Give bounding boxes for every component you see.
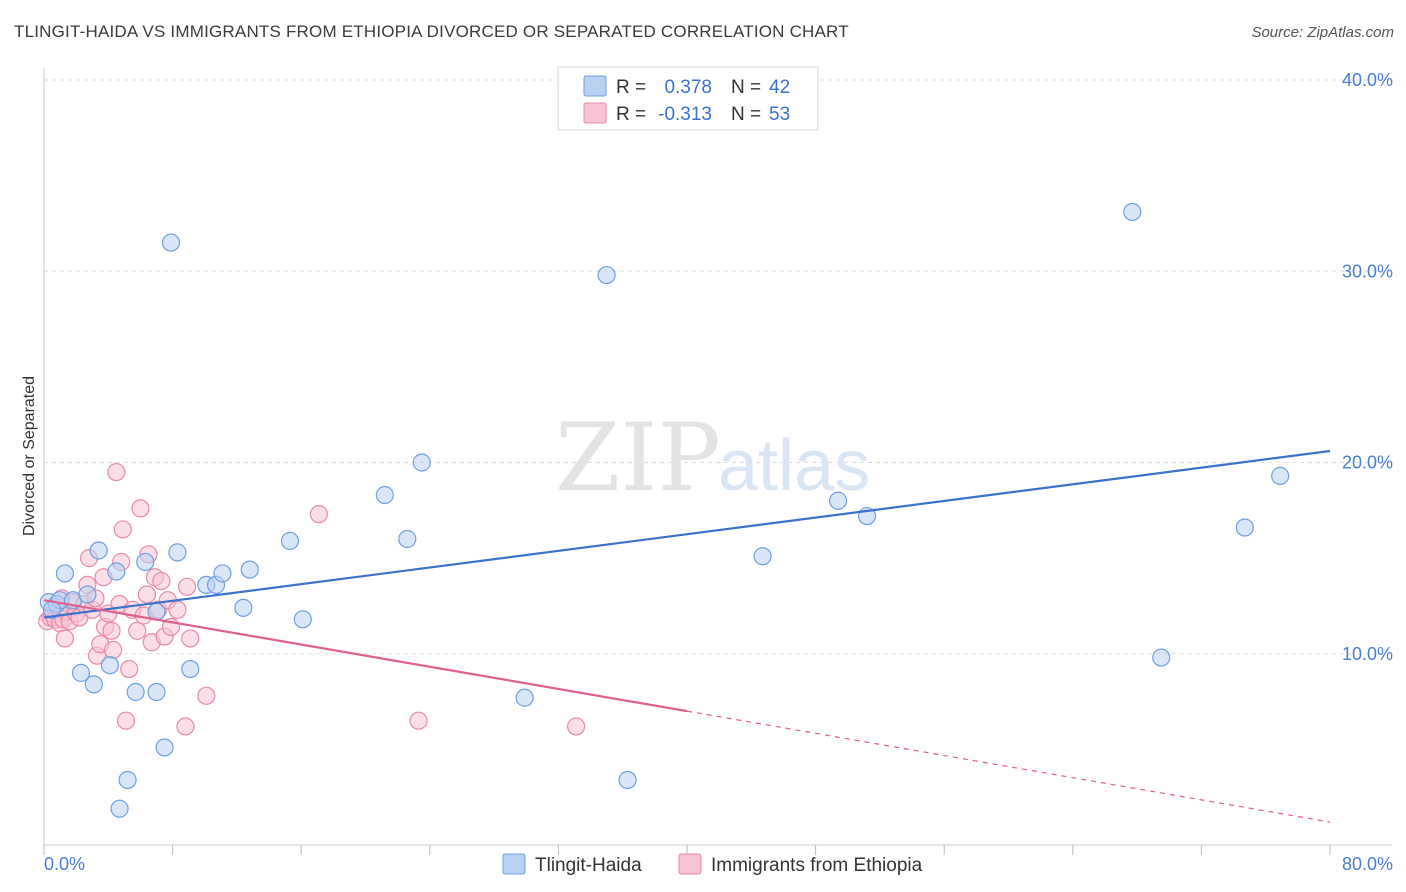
ethiopia-point-33 (128, 621, 147, 640)
series-legend: Tlingit-Haida Immigrants from Ethiopia (502, 853, 923, 876)
tlingit-point-5 (71, 663, 91, 682)
tlingit-point-26 (280, 531, 300, 551)
y-axis-label: Divorced or Separated (21, 376, 38, 536)
ethiopia-point-47 (177, 577, 197, 596)
ethiopia-point-26 (107, 462, 126, 482)
bottom-legend-label-blue: Tlingit-Haida (535, 855, 642, 876)
y-tick-label-30: 30.0% (1342, 261, 1393, 281)
tlingit-point-15 (147, 682, 166, 702)
tlingit-point-27 (293, 610, 312, 629)
series-tlingit-haida (39, 202, 1290, 818)
tlingit-point-23 (213, 564, 232, 583)
chart-title: TLINGIT-HAIDA VS IMMIGRANTS FROM ETHIOPI… (14, 22, 849, 41)
source-label: Source: ZipAtlas.com (1251, 24, 1394, 41)
legend-n-label-pink: N = (731, 104, 761, 125)
trend-line-ethiopia-solid (43, 599, 688, 713)
bottom-legend-swatch-blue (502, 853, 526, 875)
tlingit-point-8 (89, 541, 108, 560)
y-axis-tick-labels: 10.0% 20.0% 30.0% 40.0% (1342, 70, 1393, 664)
ethiopia-point-31 (120, 659, 139, 679)
series-immigrants-from-ethiopia (38, 462, 586, 736)
tlingit-point-17 (155, 738, 174, 757)
legend-n-label-blue: N = (731, 77, 761, 98)
bottom-legend-label-pink: Immigrants from Ethiopia (711, 855, 923, 876)
legend-r-label-pink: R = (616, 104, 646, 125)
tlingit-point-7 (84, 675, 103, 694)
y-tick-label-20: 20.0% (1342, 453, 1393, 473)
tlingit-point-39 (1235, 518, 1254, 537)
tlingit-point-3 (55, 564, 74, 583)
tlingit-point-18 (161, 233, 181, 252)
tlingit-point-19 (168, 543, 187, 562)
y-tick-label-10: 10.0% (1342, 644, 1393, 664)
trend-line-ethiopia-dashed (686, 710, 1331, 823)
ethiopia-point-49 (197, 686, 216, 705)
ethiopia-point-30 (116, 711, 136, 730)
tlingit-point-34 (753, 547, 772, 566)
tlingit-point-25 (240, 560, 259, 579)
x-axis-ticks (43, 845, 1331, 855)
trend-line-tlingit-haida (43, 449, 1331, 619)
ethiopia-point-29 (113, 520, 132, 539)
ethiopia-point-36 (137, 585, 156, 604)
legend-r-value-pink: -0.313 (658, 104, 712, 125)
ethiopia-point-46 (176, 717, 195, 736)
watermark-zip: ZIP (555, 404, 721, 513)
legend-r-value-blue: 0.378 (664, 77, 712, 98)
legend-swatch-blue (583, 75, 607, 97)
correlation-legend: R = 0.378 N = 42 R = -0.313 N = 53 (557, 66, 819, 131)
ethiopia-point-52 (566, 717, 586, 736)
ethiopia-point-25 (104, 640, 123, 660)
tlingit-point-38 (1152, 648, 1171, 667)
tlingit-point-13 (126, 682, 145, 702)
x-tick-label-max: 80.0% (1342, 854, 1393, 874)
tlingit-point-20 (181, 659, 200, 679)
legend-r-label-blue: R = (616, 77, 646, 98)
tlingit-point-33 (618, 770, 637, 790)
y-tick-label-40: 40.0% (1342, 70, 1393, 90)
tlingit-point-9 (100, 656, 120, 675)
ethiopia-point-50 (309, 505, 328, 524)
tlingit-point-12 (118, 770, 137, 790)
trend-lines (43, 449, 1331, 823)
legend-n-value-blue: 42 (769, 77, 790, 98)
tlingit-point-6 (78, 585, 97, 604)
tlingit-point-11 (110, 799, 129, 818)
legend-n-value-pink: 53 (769, 104, 790, 125)
tlingit-point-10 (107, 562, 126, 581)
ethiopia-point-48 (181, 629, 200, 648)
tlingit-point-24 (234, 598, 253, 617)
tlingit-point-40 (1271, 466, 1290, 485)
ethiopia-point-51 (409, 711, 428, 730)
tlingit-point-32 (597, 265, 616, 285)
ethiopia-point-45 (168, 600, 187, 619)
bottom-legend-swatch-pink (678, 853, 702, 875)
tlingit-point-37 (1123, 202, 1142, 222)
ethiopia-point-24 (102, 621, 121, 640)
tlingit-point-30 (412, 453, 431, 472)
x-tick-label-min: 0.0% (44, 854, 85, 874)
watermark-atlas: atlas (718, 426, 870, 506)
tlingit-point-14 (136, 552, 155, 572)
legend-swatch-pink (583, 102, 607, 124)
tlingit-point-29 (398, 529, 417, 549)
ethiopia-point-41 (152, 571, 171, 591)
tlingit-point-31 (515, 688, 534, 707)
ethiopia-point-8 (55, 629, 74, 648)
ethiopia-point-34 (131, 499, 150, 518)
tlingit-point-28 (375, 485, 394, 505)
tlingit-point-35 (829, 491, 848, 510)
